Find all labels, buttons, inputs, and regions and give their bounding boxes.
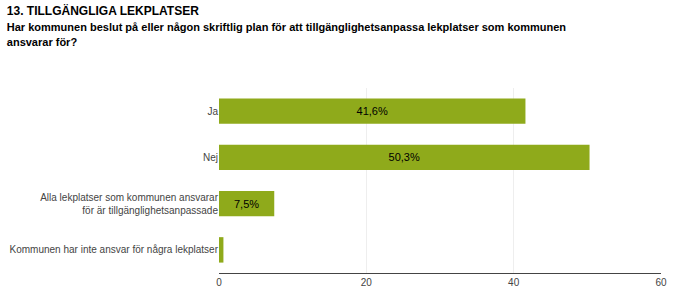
svg-text:Kommunen har inte ansvar för n: Kommunen har inte ansvar för några lekpl…	[10, 244, 219, 255]
svg-text:0: 0	[216, 277, 222, 288]
svg-text:41,6%: 41,6%	[357, 105, 388, 117]
svg-text:40: 40	[508, 277, 520, 288]
svg-text:Nej: Nej	[203, 152, 218, 163]
svg-text:Ja: Ja	[207, 106, 218, 117]
svg-text:20: 20	[361, 277, 373, 288]
svg-text:13. TILLGÄNGLIGA LEKPLATSERHar: 13. TILLGÄNGLIGA LEKPLATSERHar kommunen …	[7, 3, 567, 48]
svg-text:Alla lekplatser som kommunen a: Alla lekplatser som kommunen ansvararför…	[40, 192, 219, 216]
svg-text:50,3%: 50,3%	[389, 151, 420, 163]
svg-text:60: 60	[655, 277, 667, 288]
svg-text:7,5%: 7,5%	[234, 198, 259, 210]
